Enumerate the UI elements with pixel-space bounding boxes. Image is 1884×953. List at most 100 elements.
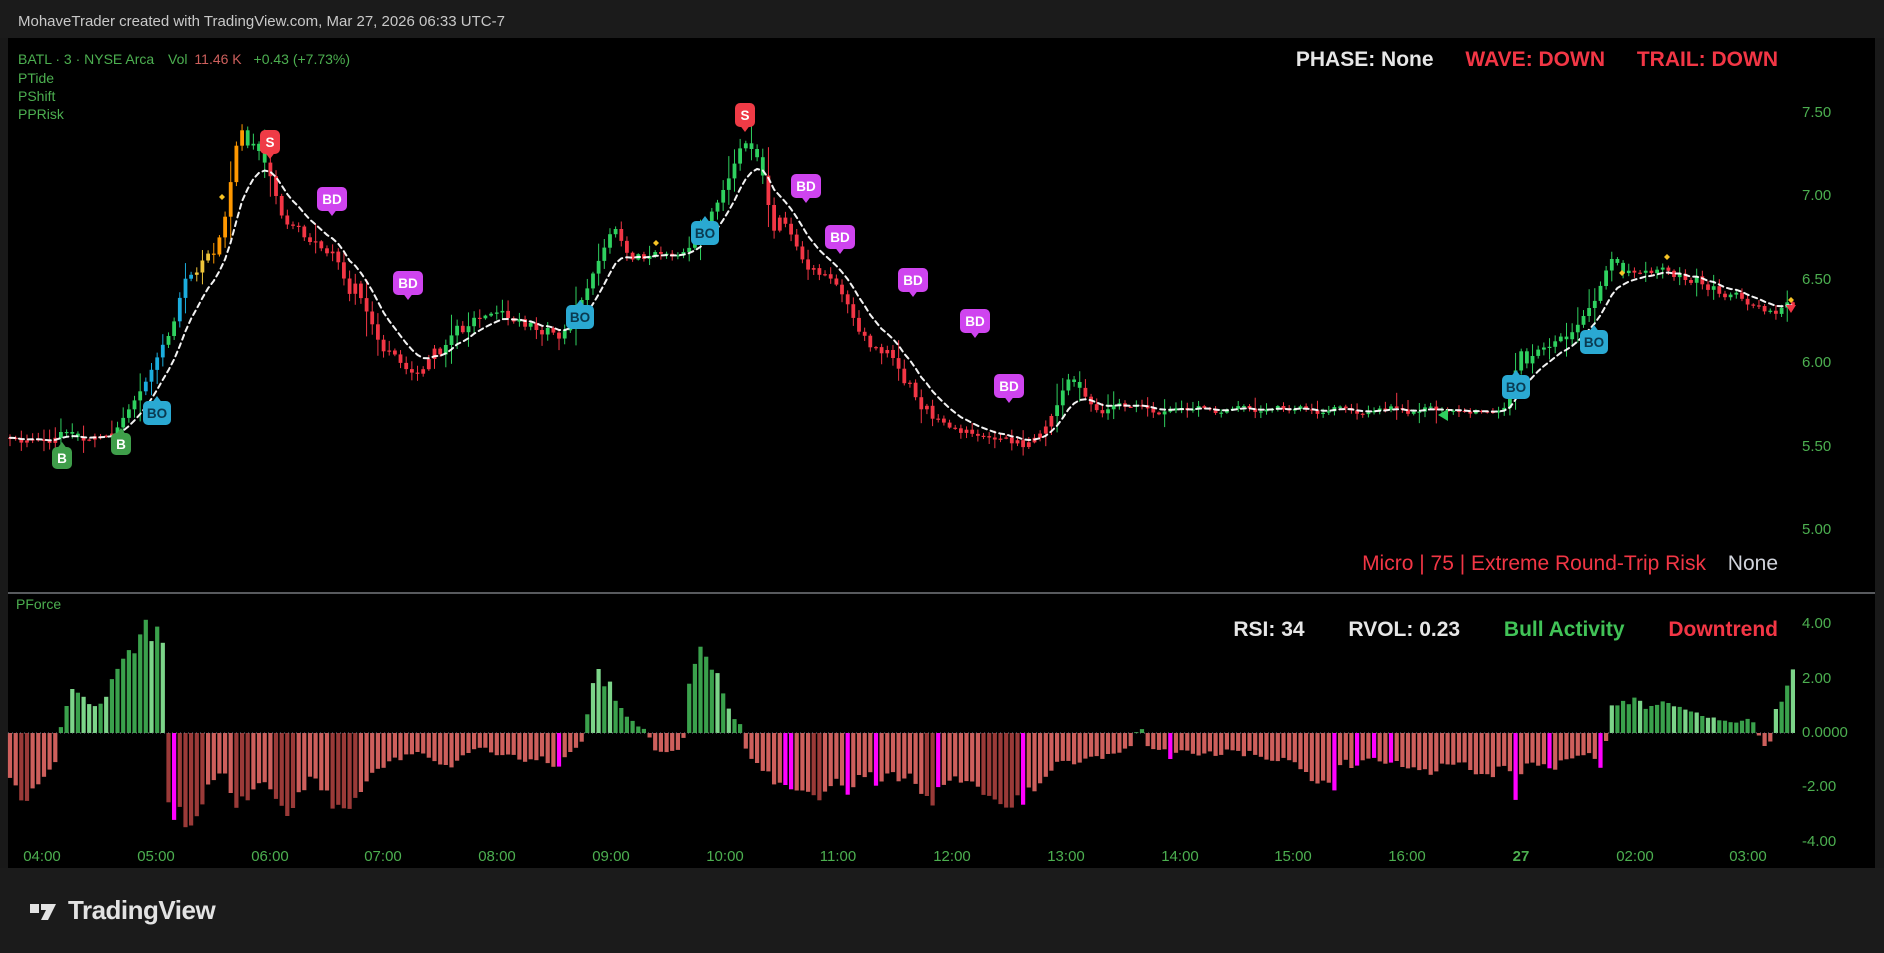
candle: [172, 321, 176, 336]
candle: [1496, 410, 1501, 413]
candle: [1745, 298, 1750, 305]
candle: [1021, 440, 1025, 448]
force-bar: [636, 726, 641, 733]
candle: [1570, 332, 1575, 340]
signal-markers: B B BO BO BO BO BO S S BD BD BD BD BD BD BD: [52, 103, 1608, 469]
candle: [602, 247, 607, 261]
force-bar: [709, 669, 714, 733]
force-bar: [115, 668, 120, 733]
force-bar: [890, 733, 896, 773]
candle: [721, 190, 726, 203]
candle: [143, 381, 148, 392]
svg-text:BD: BD: [830, 230, 850, 245]
force-bar: [1083, 733, 1088, 759]
candle: [794, 234, 799, 247]
time-tick: 04:00: [23, 848, 61, 865]
svg-text:BO: BO: [1584, 335, 1604, 350]
force-bar: [262, 733, 267, 783]
candle: [1587, 308, 1591, 316]
force-bar: [1485, 733, 1490, 775]
candle: [1247, 406, 1252, 409]
candle: [415, 372, 420, 374]
indicator-label-ptide[interactable]: PTide: [18, 70, 55, 86]
candle: [1259, 411, 1263, 413]
force-bar: [1100, 733, 1105, 759]
force-bar: [1247, 733, 1252, 751]
force-bar: [1253, 733, 1258, 755]
indicator-label-pforce[interactable]: PForce: [16, 596, 62, 612]
candle: [376, 324, 380, 340]
force-bar: [800, 733, 805, 791]
tradingview-logo[interactable]: TradingView: [28, 895, 216, 926]
force-bar: [370, 733, 375, 773]
force-bar: [902, 733, 907, 779]
force-bar: [958, 733, 963, 783]
force-bar: [1383, 733, 1388, 764]
indicator-label-pprisk[interactable]: PPRisk: [18, 106, 64, 122]
candle: [443, 345, 448, 355]
rvol-value: RVOL: 0.23: [1348, 618, 1461, 641]
candle: [1060, 390, 1065, 406]
candle: [534, 322, 539, 330]
force-bar: [1021, 733, 1026, 805]
candle: [313, 241, 318, 243]
candle: [466, 326, 471, 333]
candle: [1734, 292, 1739, 295]
force-bar: [30, 733, 35, 789]
candle: [1394, 406, 1399, 409]
candle: [1015, 440, 1020, 444]
time-scale[interactable]: 04:00 05:00 06:00 07:00 08:00 09:00 10:00 11:00…: [0, 845, 1884, 868]
force-bar: [760, 733, 765, 771]
force-bar: [1587, 733, 1592, 754]
signal-dot: [219, 194, 225, 200]
force-tick: 2.00: [1802, 669, 1832, 687]
force-bar: [1009, 733, 1014, 808]
candle: [551, 328, 556, 333]
candle: [789, 223, 793, 235]
force-bar: [1281, 733, 1286, 758]
candle: [251, 143, 256, 146]
force-bar: [1428, 733, 1433, 775]
svg-text:BD: BD: [999, 379, 1019, 394]
candle: [738, 148, 742, 164]
candle: [1434, 406, 1439, 411]
candle: [200, 260, 205, 273]
force-bar: [828, 733, 833, 787]
symbol-legend[interactable]: BATL · 3 · NYSE Arca Vol 11.46 K +0.43 (…: [18, 51, 350, 67]
force-bar: [1705, 717, 1711, 733]
force-bar: [438, 733, 443, 765]
force-bar: [126, 650, 131, 733]
candle: [1542, 347, 1546, 350]
candle: [976, 433, 980, 436]
candle: [1502, 407, 1507, 411]
candle: [160, 344, 165, 358]
candle: [353, 283, 358, 294]
force-bar: [964, 733, 969, 782]
candle: [319, 241, 324, 249]
candle: [874, 347, 878, 349]
candle: [1077, 382, 1082, 388]
force-bar: [449, 733, 454, 768]
force-bar: [534, 733, 539, 761]
force-bar: [1015, 733, 1020, 796]
force-scale[interactable]: 4.00 2.00 0.0000 -2.00 -4.00: [1802, 596, 1882, 847]
candle: [891, 350, 895, 358]
price-scale[interactable]: 7.50 7.00 6.50 6.00 5.50 5.00: [1802, 38, 1882, 598]
indicator-label-pshift[interactable]: PShift: [18, 88, 56, 104]
force-bar: [1592, 733, 1597, 759]
force-bar: [1168, 733, 1173, 759]
candle: [1479, 410, 1484, 413]
force-bar: [1190, 733, 1195, 754]
force-stats-row: RSI: 34 RVOL: 0.23 Bull Activity Downtre…: [1233, 618, 1778, 642]
force-bar: [87, 704, 92, 733]
time-tick: 12:00: [933, 848, 971, 865]
time-tick: 15:00: [1274, 848, 1312, 865]
force-bar: [256, 733, 262, 784]
force-bar: [1598, 733, 1603, 768]
candle: [370, 311, 375, 325]
signal-marker-bd: BD: [393, 271, 423, 300]
force-bar: [1626, 704, 1631, 733]
force-bar: [132, 653, 137, 733]
force-bar: [387, 733, 392, 762]
